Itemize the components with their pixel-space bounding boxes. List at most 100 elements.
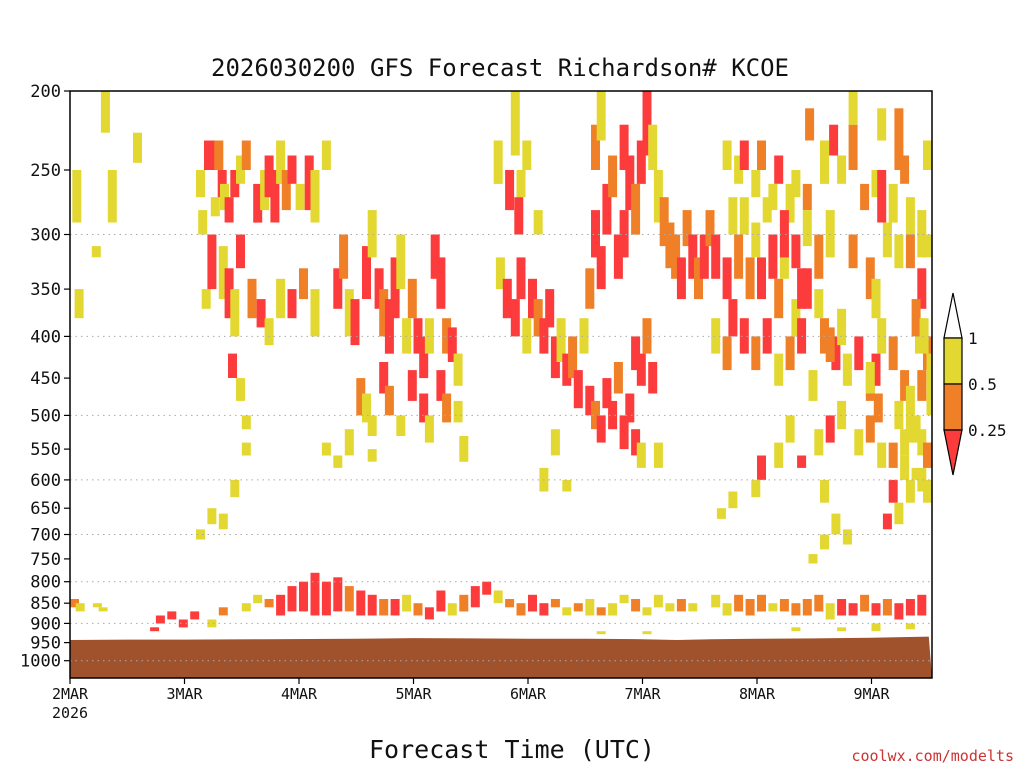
ri-cell: [453, 400, 463, 423]
ri-cell: [688, 603, 698, 612]
ri-cell: [774, 353, 784, 386]
ri-cell: [734, 234, 744, 279]
x-tick-label-7MAR: 7MAR: [624, 685, 661, 703]
ri-cell: [757, 455, 766, 480]
y-tick-label-600: 600: [30, 471, 61, 491]
ri-cell: [905, 599, 915, 616]
ri-cell: [636, 353, 646, 386]
ri-cell: [264, 155, 274, 198]
ri-cell: [562, 353, 572, 386]
ri-cell: [367, 594, 377, 616]
ri-cell: [779, 210, 789, 258]
ri-cell: [253, 594, 263, 604]
ri-cell: [596, 246, 606, 290]
colorbar: 1 0.5 0.25: [943, 292, 1007, 476]
ri-cell: [236, 155, 245, 184]
ri-cell: [873, 393, 883, 423]
ri-cell: [631, 429, 641, 456]
ri-cell: [602, 378, 612, 409]
ri-cell: [757, 594, 766, 612]
ri-cell: [424, 607, 434, 620]
ri-cell: [728, 299, 738, 337]
ri-cell: [842, 529, 852, 545]
ri-cell: [98, 607, 108, 612]
ri-cell: [900, 455, 910, 480]
ri-cell: [631, 336, 641, 371]
ri-cell: [865, 257, 875, 300]
ri-cell: [676, 257, 686, 300]
ri-cell: [379, 362, 389, 394]
ri-cell: [470, 586, 480, 608]
ri-cell: [367, 449, 377, 462]
ri-cell: [75, 603, 85, 612]
ri-cell: [865, 415, 875, 443]
ri-cell: [791, 234, 801, 269]
ri-cell: [774, 278, 784, 319]
y-tick-label-950: 950: [30, 634, 61, 654]
ri-cell: [287, 289, 297, 319]
ri-cell: [805, 108, 815, 141]
ri-cell: [653, 442, 663, 468]
ri-cell: [768, 183, 778, 211]
ri-cell: [831, 513, 841, 535]
ri-cell: [276, 278, 286, 319]
ri-cell: [768, 234, 778, 279]
ri-cell: [344, 429, 354, 456]
ri-cell: [926, 353, 932, 386]
ri-cell: [900, 370, 910, 401]
ri-cell: [556, 318, 566, 362]
ri-cell: [220, 183, 229, 211]
ri-cell: [671, 234, 681, 279]
ri-cell: [299, 581, 308, 612]
x-tick-label-9MAR: 9MAR: [853, 685, 890, 703]
ri-cell: [871, 278, 881, 319]
ri-cell: [762, 197, 772, 223]
ri-cell: [304, 155, 314, 211]
ri-cell: [751, 222, 761, 258]
ri-cell: [390, 257, 400, 319]
ri-cell: [837, 627, 847, 632]
ri-cell: [877, 170, 887, 223]
ri-cell: [562, 607, 572, 616]
ri-cell: [745, 599, 755, 616]
x-tick-label-8MAR: 8MAR: [739, 685, 776, 703]
ri-cell: [424, 415, 434, 443]
ri-cell: [854, 336, 864, 371]
ri-cell: [190, 611, 200, 620]
ri-cell: [711, 594, 721, 608]
ri-cell: [407, 370, 417, 401]
ri-cell: [653, 594, 663, 608]
y-tick-label-450: 450: [30, 369, 61, 389]
ri-cell: [550, 336, 560, 379]
ri-cell: [367, 415, 377, 436]
ri-cell: [825, 327, 835, 362]
ri-cell: [321, 581, 331, 616]
ri-cell: [585, 385, 595, 416]
ri-cell: [848, 603, 858, 616]
ri-cell: [917, 370, 927, 401]
ri-cell: [825, 415, 835, 443]
ri-cell: [241, 442, 251, 456]
ri-cell: [198, 210, 208, 235]
ri-cell: [894, 603, 904, 620]
ri-cell: [636, 442, 646, 468]
ri-cell: [167, 611, 177, 620]
ri-cell: [642, 607, 652, 616]
ri-cell: [774, 442, 784, 468]
ri-cell: [642, 631, 652, 635]
ri-cell: [236, 234, 245, 269]
ri-cell: [91, 246, 101, 258]
ri-cell: [287, 586, 297, 612]
ri-cell: [779, 599, 789, 612]
ri-cell: [256, 299, 266, 328]
ri-cell: [888, 442, 898, 468]
ri-cell: [923, 140, 932, 170]
ri-cell: [510, 299, 520, 337]
ri-cell: [631, 599, 641, 612]
ri-cell: [407, 278, 417, 319]
ri-cell: [596, 91, 606, 141]
colorbar-label-0-5: 0.5: [968, 375, 997, 394]
colorbar-orange-bin: [943, 383, 963, 431]
colorbar-label-1: 1: [968, 329, 978, 348]
ri-cell: [911, 467, 921, 480]
